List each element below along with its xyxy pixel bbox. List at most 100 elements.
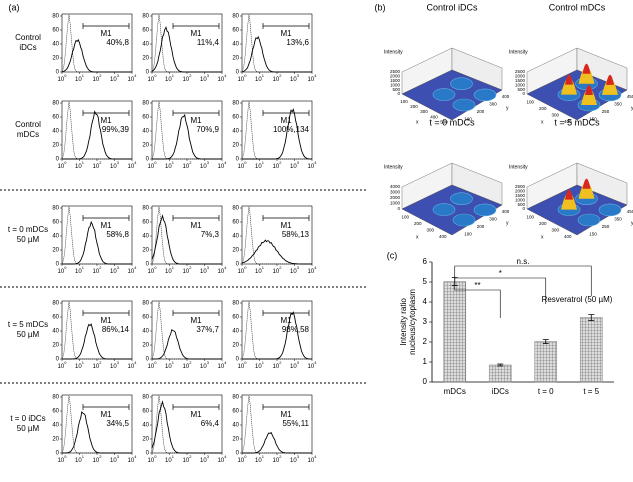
y-tick-label: 150 xyxy=(589,116,597,121)
x-tick-label: 104 xyxy=(128,160,138,170)
z-tick-label: 1500 xyxy=(515,193,526,198)
x-tick-label: 200 xyxy=(410,104,418,109)
gate-label: M1 xyxy=(190,316,202,325)
plot-title: Control iDCs xyxy=(426,2,478,12)
gate xyxy=(262,215,310,221)
tick-base: 10 xyxy=(200,77,207,83)
x-tick-label: 102 xyxy=(93,360,103,370)
tick-exponent: 4 xyxy=(134,160,137,165)
tick-base: 10 xyxy=(110,364,117,370)
tick-base: 10 xyxy=(308,164,315,170)
gate xyxy=(82,215,130,221)
sample-curve xyxy=(152,113,222,160)
tick-exponent: 0 xyxy=(154,360,157,365)
plot-title: t = 0 mDCs xyxy=(429,117,475,127)
sample-curve xyxy=(242,311,312,360)
control-curve xyxy=(241,101,312,160)
y-tick-label: 80 xyxy=(142,206,149,212)
y-tick-label: 60 xyxy=(232,115,239,121)
tick-base: 10 xyxy=(218,269,225,275)
y-tick-label: 200 xyxy=(477,109,485,114)
tick-base: 10 xyxy=(218,364,225,370)
tick-exponent: 2 xyxy=(189,265,192,270)
tick-base: 10 xyxy=(128,164,135,170)
z-label: Intensity xyxy=(384,49,403,55)
y-tick-label: 60 xyxy=(232,315,239,321)
y-axis-label: y xyxy=(506,220,509,226)
tick-base: 10 xyxy=(238,269,245,275)
x-tick-label: mDCs xyxy=(444,387,466,396)
bar xyxy=(488,364,512,383)
gate xyxy=(172,110,220,116)
tick-base: 10 xyxy=(308,364,315,370)
gate-label: M1 xyxy=(190,116,202,125)
y-axis-label: y xyxy=(631,220,633,226)
sample-curve xyxy=(62,110,132,160)
row-label: Control mDCs xyxy=(15,120,41,139)
y-tick-label: 60 xyxy=(142,409,149,415)
y-tick-label: 20 xyxy=(52,56,59,62)
peak xyxy=(578,181,595,199)
x-tick-label: 100 xyxy=(148,454,158,464)
y-tick-label: 250 xyxy=(602,224,610,229)
tick-exponent: 2 xyxy=(189,73,192,78)
row-label-line: 50 µM xyxy=(17,424,40,433)
panel-label: (c) xyxy=(387,250,398,260)
sample-curve xyxy=(62,220,132,265)
y-tick-label: 0 xyxy=(236,157,240,163)
peak-top xyxy=(606,74,614,85)
sample-curve xyxy=(151,26,222,73)
cell xyxy=(473,203,497,217)
y-tick-label: 60 xyxy=(52,28,59,34)
tick-exponent: 1 xyxy=(172,265,175,270)
y-tick-label: 350 xyxy=(614,101,622,106)
gate xyxy=(262,404,310,410)
y-tick-label: 20 xyxy=(142,143,149,149)
tick-exponent: 2 xyxy=(279,73,282,78)
tick-exponent: 0 xyxy=(154,160,157,165)
x-tick-label: 102 xyxy=(183,265,193,275)
tick-exponent: 0 xyxy=(64,360,67,365)
error-bar xyxy=(588,314,595,321)
tick-exponent: 4 xyxy=(224,454,227,459)
y-tick-label: 450 xyxy=(627,94,633,99)
tick-base: 10 xyxy=(255,77,262,83)
tick-base: 10 xyxy=(200,364,207,370)
x-tick-label: 103 xyxy=(290,454,300,464)
peak xyxy=(561,77,577,95)
tick-base: 10 xyxy=(165,458,172,464)
x-tick-label: 500 xyxy=(440,120,448,125)
x-tick-label: 101 xyxy=(75,265,85,275)
x-tick-label: 101 xyxy=(165,454,175,464)
y-tick-label: 60 xyxy=(142,220,149,226)
x-tick-label: 104 xyxy=(218,160,228,170)
tick-base: 10 xyxy=(128,77,135,83)
tick-base: 10 xyxy=(290,77,297,83)
tick-exponent: 2 xyxy=(189,454,192,459)
y-tick-label: 80 xyxy=(52,101,59,107)
z-tick-label: 2500 xyxy=(515,184,526,189)
gate xyxy=(82,23,130,29)
tick-exponent: 3 xyxy=(297,265,300,270)
gate xyxy=(262,110,310,116)
tick-exponent: 3 xyxy=(207,160,210,165)
tick-exponent: 3 xyxy=(297,454,300,459)
bar xyxy=(579,317,603,383)
x-tick-label: 102 xyxy=(273,454,283,464)
tick-exponent: 4 xyxy=(314,73,317,78)
sample-curve xyxy=(241,239,312,265)
tick-base: 10 xyxy=(128,458,135,464)
y-tick-label: 100 xyxy=(464,116,472,121)
y-tick-label: 40 xyxy=(232,42,239,48)
z-label: Intensity xyxy=(384,164,403,170)
x-tick-label: 104 xyxy=(128,360,138,370)
gate xyxy=(82,310,130,316)
x-tick-label: 104 xyxy=(218,73,228,83)
y-tick-label: 80 xyxy=(142,14,149,20)
bar xyxy=(443,281,467,383)
y-tick-label: 20 xyxy=(142,437,149,443)
tick-base: 10 xyxy=(308,77,315,83)
tick-exponent: 1 xyxy=(262,265,265,270)
x-tick-label: 101 xyxy=(255,360,265,370)
row-label-line: 50 µM xyxy=(17,235,40,244)
